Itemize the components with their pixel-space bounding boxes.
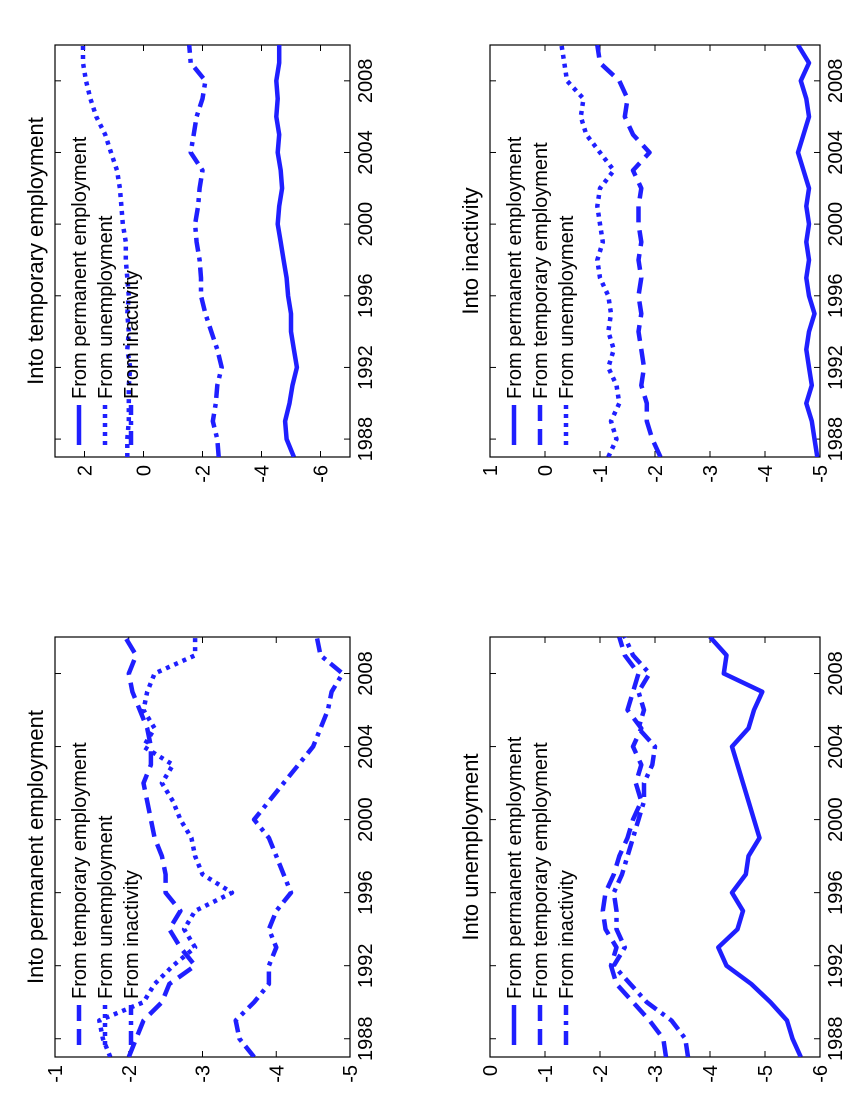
panel-2: Into unemployment 1988 1992 1996 2000 2004 200…: [458, 636, 847, 1083]
y-tick-label: -4: [252, 465, 274, 483]
legend-label: From temporary employment: [530, 142, 552, 399]
legend-label: From inactivity: [556, 870, 578, 999]
legend-label: From permanent employment: [504, 136, 526, 399]
series-line-2: [600, 637, 669, 1057]
y-tick-label: -6: [810, 1065, 832, 1083]
series-line-1: [795, 45, 820, 457]
x-tick-label: 2004: [355, 724, 377, 769]
series-line-2: [97, 637, 235, 1057]
y-tick-label: 0: [480, 1065, 502, 1076]
y-tick-label: -2: [645, 465, 667, 483]
x-tick-label: 1996: [825, 274, 847, 319]
legend-label: From inactivity: [121, 270, 143, 399]
x-tick-label: 2000: [825, 202, 847, 247]
x-tick-label: 1988: [355, 417, 377, 462]
chart-title: Into temporary employment: [23, 117, 48, 385]
chart-title: Into inactivity: [458, 187, 483, 314]
series-line-1: [123, 637, 198, 1057]
x-tick-label: 1992: [355, 943, 377, 988]
x-tick-label: 2008: [825, 651, 847, 696]
legend-label: From unemployment: [95, 215, 117, 399]
panel-3: Into temporary employment 1988 1992 1996 200…: [23, 44, 377, 483]
x-tick-label: 2008: [355, 59, 377, 104]
y-tick-label: -2: [590, 1065, 612, 1083]
x-tick-label: 2000: [825, 797, 847, 842]
y-tick-label: -2: [193, 465, 215, 483]
legend-label: From inactivity: [121, 870, 143, 999]
series-line-3: [559, 45, 622, 457]
y-tick-label: -2: [119, 1065, 141, 1083]
legend-label: From unemployment: [556, 215, 578, 399]
x-tick-label: 1992: [825, 345, 847, 390]
y-tick-label: 1: [480, 465, 502, 476]
y-tick-label: -5: [755, 1065, 777, 1083]
x-tick-label: 2004: [825, 724, 847, 769]
y-tick-label: -1: [45, 1065, 67, 1083]
x-tick-label: 2008: [355, 651, 377, 696]
y-tick-label: 0: [535, 465, 557, 476]
x-tick-label: 1992: [355, 345, 377, 390]
y-tick-label: -6: [311, 465, 333, 483]
y-tick-label: -3: [700, 465, 722, 483]
legend-label: From permanent employment: [69, 136, 91, 399]
legend-label: From permanent employment: [504, 736, 526, 999]
x-tick-label: 2004: [355, 130, 377, 175]
x-tick-label: 2004: [825, 130, 847, 175]
x-tick-label: 1996: [825, 870, 847, 915]
series-line-1: [708, 637, 803, 1057]
y-tick-label: -1: [590, 465, 612, 483]
y-tick-label: -4: [755, 465, 777, 483]
series-line-3: [186, 45, 224, 457]
chart-title: Into permanent employment: [23, 710, 48, 984]
series-line-3: [611, 637, 691, 1057]
x-tick-label: 1988: [355, 1016, 377, 1061]
x-tick-label: 2000: [355, 797, 377, 842]
legend-label: From unemployment: [95, 815, 117, 999]
panel-4: Into inactivity 1988 1992 1996 2000 2004 2008 1…: [458, 44, 847, 483]
panel-1: Into permanent employment 1988 1992 1996 200…: [23, 636, 377, 1083]
legend-label: From temporary employment: [69, 742, 91, 999]
y-tick-label: -3: [193, 1065, 215, 1083]
chart-title: Into unemployment: [458, 753, 483, 940]
y-tick-label: -4: [700, 1065, 722, 1083]
legend-label: From temporary employment: [530, 742, 552, 999]
x-tick-label: 2000: [355, 202, 377, 247]
y-tick-label: -3: [645, 1065, 667, 1083]
y-tick-label: -5: [810, 465, 832, 483]
y-tick-label: -5: [340, 1065, 362, 1083]
x-tick-label: 1996: [355, 274, 377, 319]
x-tick-label: 2008: [825, 59, 847, 104]
x-tick-label: 1988: [825, 417, 847, 462]
x-tick-label: 1996: [355, 870, 377, 915]
y-tick-label: 2: [75, 465, 97, 476]
y-tick-label: 0: [134, 465, 156, 476]
series-line-3: [233, 637, 345, 1057]
series-line-2: [595, 45, 663, 457]
series-line-1: [274, 45, 300, 457]
x-tick-label: 1988: [825, 1016, 847, 1061]
x-tick-label: 1992: [825, 943, 847, 988]
y-tick-label: -1: [535, 1065, 557, 1083]
y-tick-label: -4: [266, 1065, 288, 1083]
